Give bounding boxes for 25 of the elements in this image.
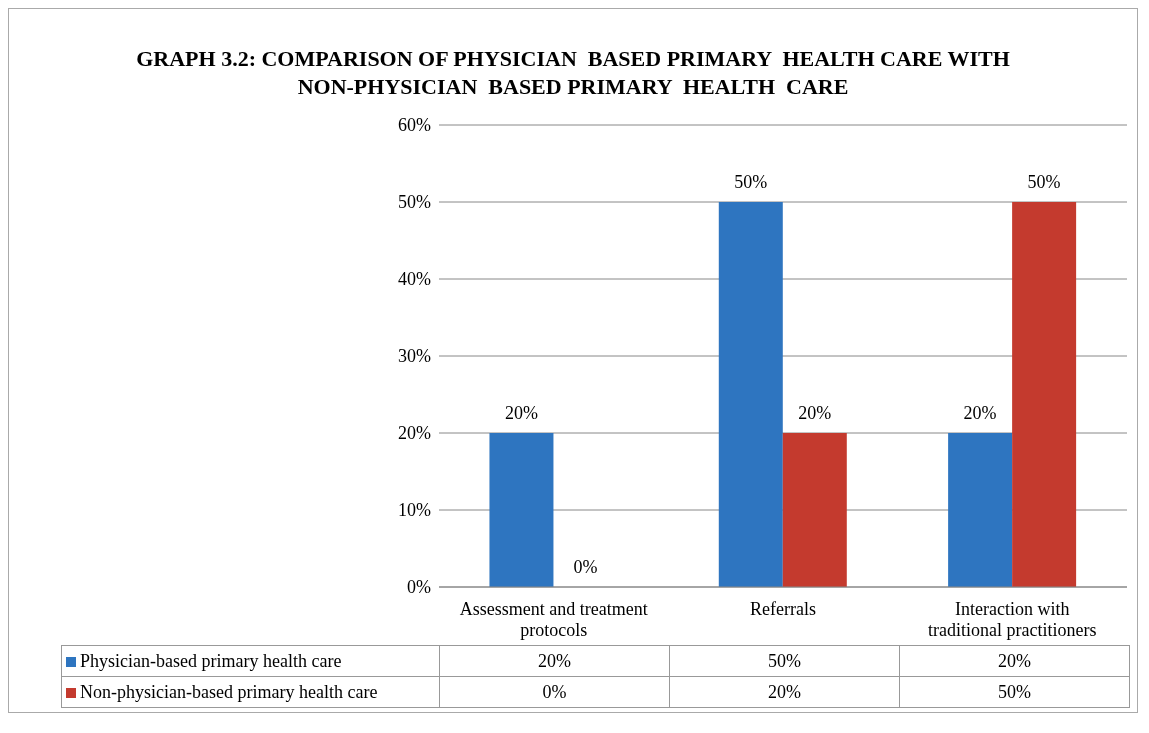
text: 20% xyxy=(798,403,832,423)
data-label: 50% xyxy=(899,676,1130,708)
text: 20% xyxy=(504,403,538,423)
text: 50% xyxy=(734,172,768,192)
chart-title: GRAPH 3.2: COMPARISON OF PHYSICIAN BASED PRIMARY HEALTH CARE WITH NON-PHYSICIAN BASED PRIMARY HEALTH CARE xyxy=(135,45,1011,101)
text: 0% xyxy=(573,557,598,577)
y-tick-label: 60% xyxy=(398,115,431,136)
legend-label: Non-physician-based primary health care xyxy=(61,676,440,708)
data-label: 50% xyxy=(669,645,900,677)
y-tick-label: 40% xyxy=(398,269,431,290)
data-label: 20% xyxy=(899,645,1130,677)
y-tick-label: 50% xyxy=(398,192,431,213)
y-tick-label: 0% xyxy=(407,577,431,598)
data-label: 0% xyxy=(439,676,670,708)
x-tick-label: Referrals xyxy=(750,599,816,619)
x-tick-label: Assessment and treatment protocols xyxy=(459,599,648,640)
legend-label: Physician-based primary health care xyxy=(61,645,440,677)
data-label: 20% xyxy=(669,676,900,708)
text: 20% xyxy=(963,403,997,423)
data-label: 20% xyxy=(439,645,670,677)
text: 50% xyxy=(1027,172,1061,192)
x-tick-label: Interaction with traditional practitioners xyxy=(928,599,1097,640)
y-tick-label: 10% xyxy=(398,500,431,521)
y-tick-label: 20% xyxy=(398,423,431,444)
y-tick-label: 30% xyxy=(398,346,431,367)
